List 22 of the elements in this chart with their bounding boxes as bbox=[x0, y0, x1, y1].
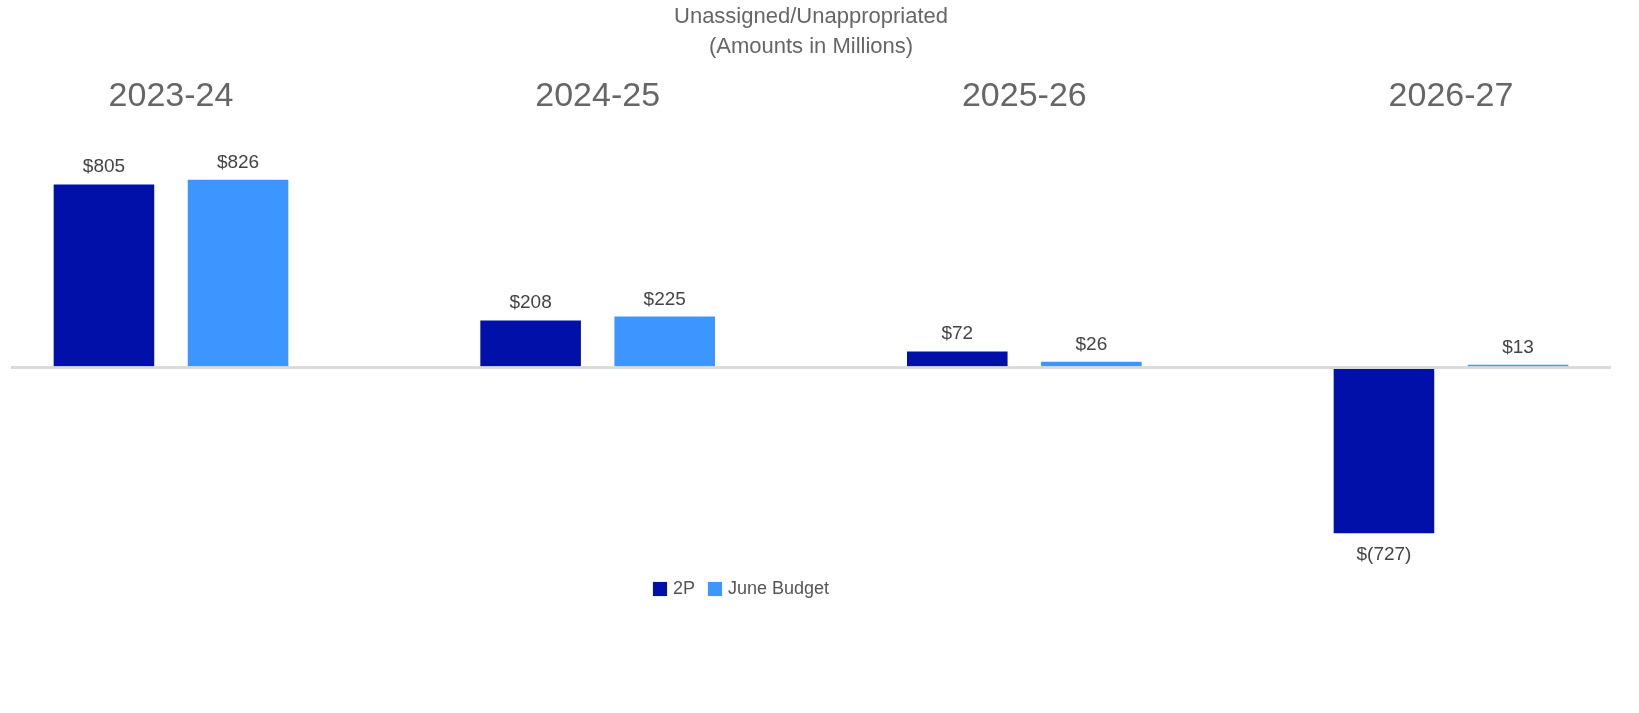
data-label: $805 bbox=[82, 155, 126, 177]
x-tick-label: 2024-25 bbox=[535, 74, 661, 113]
data-label: $826 bbox=[216, 150, 260, 172]
x-tick-label: 2023-24 bbox=[108, 74, 234, 113]
bar bbox=[480, 320, 581, 368]
data-label: $225 bbox=[643, 287, 686, 309]
bar bbox=[1333, 367, 1435, 534]
data-label: $26 bbox=[1075, 332, 1108, 354]
data-label: $13 bbox=[1502, 335, 1534, 357]
data-label: $72 bbox=[941, 322, 974, 344]
bar bbox=[614, 316, 715, 368]
bar bbox=[907, 351, 1008, 368]
legend-label: 2P bbox=[673, 578, 696, 598]
bar bbox=[187, 179, 289, 368]
data-label: $208 bbox=[509, 291, 552, 313]
bar bbox=[53, 184, 155, 368]
chart-title: Unassigned/Unappropriated bbox=[674, 3, 948, 28]
data-label: $(727) bbox=[1356, 543, 1412, 565]
legend-label: June Budget bbox=[728, 578, 830, 598]
chart-subtitle: (Amounts in Millions) bbox=[708, 33, 914, 58]
x-tick-label: 2025-26 bbox=[961, 74, 1087, 113]
x-tick-label: 2026-27 bbox=[1388, 74, 1514, 113]
